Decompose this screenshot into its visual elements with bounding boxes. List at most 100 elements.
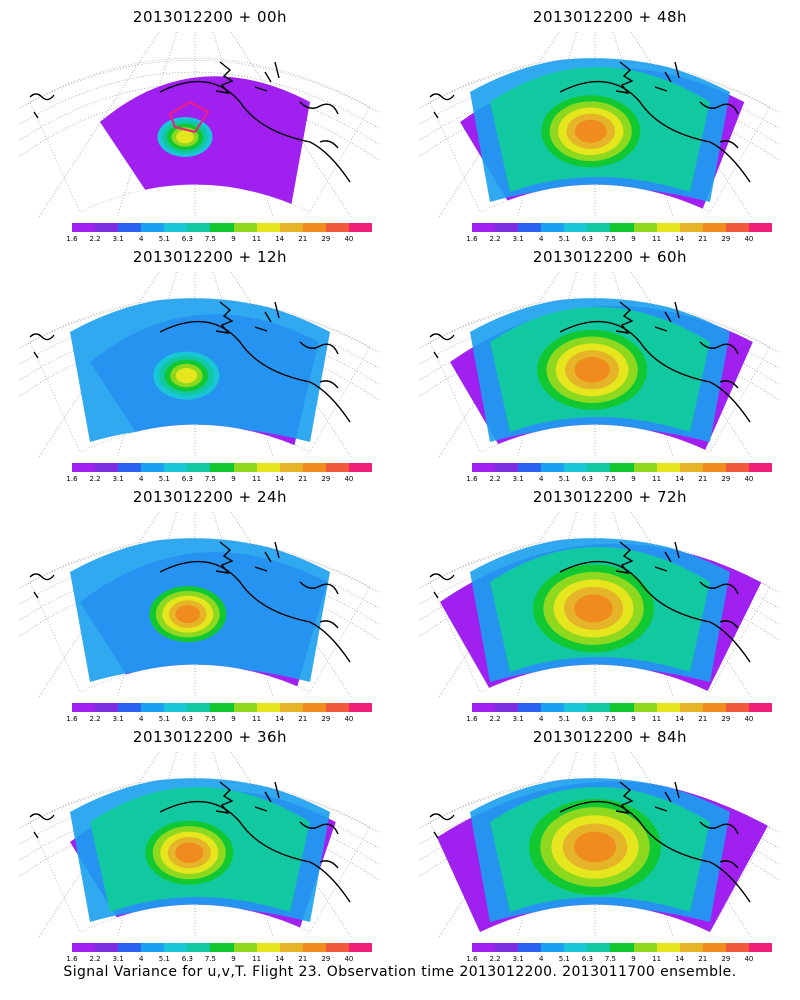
colorbar-tick: 1.6 <box>466 235 478 243</box>
colorbar-swatch <box>587 223 611 232</box>
panel-title: 2013012200 + 84h <box>532 728 688 746</box>
colorbar-swatch <box>587 703 611 712</box>
colorbar-swatch <box>610 703 634 712</box>
colorbar-swatch <box>679 943 703 952</box>
colorbar-tick: 9 <box>231 715 236 723</box>
colorbar-tick: 1.6 <box>466 715 478 723</box>
colorbar-tick: 21 <box>298 235 308 243</box>
coastline <box>429 781 751 903</box>
colorbar-swatch <box>679 463 703 472</box>
colorbar-swatch <box>210 223 234 232</box>
colorbar-tick: 11 <box>652 235 662 243</box>
colorbar-tick: 3.1 <box>112 715 124 723</box>
colorbar-tick: 9 <box>631 955 636 963</box>
colorbar <box>472 943 773 952</box>
colorbar-tick: 21 <box>698 235 708 243</box>
colorbar-swatch <box>187 463 211 472</box>
colorbar-ticks: 1.6 2.2 3.1 4 5.1 6.3 7.5 9 11 14 21 29 40 <box>466 235 772 245</box>
colorbar-swatch <box>495 463 519 472</box>
colorbar-swatch <box>141 703 165 712</box>
panel-title: 2013012200 + 60h <box>532 248 688 266</box>
variance-field <box>100 76 310 212</box>
colorbar-swatch <box>748 703 773 712</box>
colorbar-swatch <box>95 703 119 712</box>
colorbar-tick: 4 <box>138 475 144 483</box>
colorbar-swatch <box>702 223 726 232</box>
colorbar-ticks: 1.6 2.2 3.1 4 5.1 6.3 7.5 9 11 14 21 29 40 <box>466 475 772 485</box>
map-panel: 2013012200 + 72h 1.6 2.2 3.1 4 5.1 6.3 7.5 9 11 14… <box>410 480 800 723</box>
colorbar-tick: 5.1 <box>158 955 170 963</box>
colorbar-tick: 6.3 <box>581 955 593 963</box>
map-panel: 2013012200 + 12h 1.6 2.2 3.1 4 5.1 6.3 7.5 9 11 14… <box>10 240 410 483</box>
colorbar-swatch <box>633 703 657 712</box>
variance-map <box>19 512 381 697</box>
colorbar-swatch <box>302 703 326 712</box>
colorbar-swatch <box>302 463 326 472</box>
colorbar-swatch <box>725 463 749 472</box>
colorbar-tick: 11 <box>252 715 262 723</box>
colorbar-swatch <box>118 703 142 712</box>
colorbar-ticks: 1.6 2.2 3.1 4 5.1 6.3 7.5 9 11 14 21 29 40 <box>66 715 372 725</box>
colorbar-tick: 14 <box>675 475 685 483</box>
colorbar-swatch <box>702 703 726 712</box>
colorbar-tick: 6.3 <box>581 235 593 243</box>
colorbar-tick: 11 <box>652 955 662 963</box>
figure-caption: Signal Variance for u,v,T. Flight 23. Ob… <box>63 964 737 980</box>
colorbar-tick: 5.1 <box>558 715 570 723</box>
colorbar-swatch <box>210 463 234 472</box>
colorbar-swatch <box>118 943 142 952</box>
colorbar-tick: 29 <box>321 955 331 963</box>
colorbar-tick: 14 <box>675 715 685 723</box>
colorbar-tick: 40 <box>744 715 754 723</box>
colorbar-ticks: 1.6 2.2 3.1 4 5.1 6.3 7.5 9 11 14 21 29 40 <box>66 475 372 485</box>
colorbar-tick: 5.1 <box>558 235 570 243</box>
colorbar-swatch <box>302 943 326 952</box>
map-panel: 2013012200 + 00h 1.6 2.2 3.1 4 5.1 6.3 7.5 9 11 14… <box>10 0 410 243</box>
colorbar-tick: 4 <box>538 955 544 963</box>
colorbar-tick: 40 <box>344 715 354 723</box>
colorbar-swatch <box>325 223 349 232</box>
coastline <box>429 301 751 423</box>
colorbar-tick: 4 <box>538 235 544 243</box>
colorbar-tick: 9 <box>231 475 236 483</box>
colorbar-swatch <box>610 463 634 472</box>
colorbar-tick: 9 <box>231 235 236 243</box>
colorbar-swatch <box>256 703 280 712</box>
colorbar-swatch <box>518 223 542 232</box>
colorbar-tick: 2.2 <box>89 475 101 483</box>
variance-map <box>419 272 781 457</box>
colorbar-tick: 11 <box>652 715 662 723</box>
colorbar-tick: 2.2 <box>89 955 101 963</box>
panel-title: 2013012200 + 12h <box>132 248 288 266</box>
colorbar-tick: 14 <box>275 955 285 963</box>
variance-field <box>430 778 770 932</box>
colorbar-tick: 29 <box>321 715 331 723</box>
colorbar-tick: 3.1 <box>112 475 124 483</box>
colorbar-tick: 29 <box>321 475 331 483</box>
variance-map <box>419 512 781 697</box>
colorbar-tick: 9 <box>231 955 236 963</box>
colorbar-swatch <box>472 703 496 712</box>
colorbar-swatch <box>541 223 565 232</box>
map-panel: 2013012200 + 48h 1.6 2.2 3.1 4 5.1 6.3 7.5 9 11 14… <box>410 0 800 243</box>
colorbar-tick: 14 <box>675 955 685 963</box>
variance-field <box>460 58 745 212</box>
colorbar-swatch <box>72 463 96 472</box>
map-panel: 2013012200 + 36h 1.6 2.2 3.1 4 5.1 6.3 7.5 9 11 14… <box>10 720 410 963</box>
colorbar <box>72 703 373 712</box>
colorbar-tick: 4 <box>138 955 144 963</box>
colorbar-swatch <box>633 223 657 232</box>
colorbar <box>472 223 773 232</box>
colorbar-tick: 14 <box>675 235 685 243</box>
colorbar-tick: 9 <box>631 235 636 243</box>
colorbar-swatch <box>256 463 280 472</box>
colorbar-swatch <box>610 223 634 232</box>
colorbar-tick: 40 <box>744 475 754 483</box>
colorbar <box>72 463 373 472</box>
colorbar-tick: 3.1 <box>112 235 124 243</box>
colorbar-swatch <box>564 703 588 712</box>
colorbar-swatch <box>564 223 588 232</box>
colorbar-swatch <box>279 223 303 232</box>
colorbar-swatch <box>279 703 303 712</box>
variance-map <box>19 752 381 937</box>
